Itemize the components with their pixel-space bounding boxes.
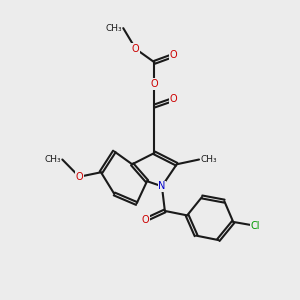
Text: O: O — [169, 50, 177, 61]
Text: CH₃: CH₃ — [105, 24, 122, 33]
Text: N: N — [158, 181, 166, 191]
Text: O: O — [142, 215, 149, 225]
Text: O: O — [132, 44, 140, 54]
Text: O: O — [75, 172, 83, 182]
Text: O: O — [151, 79, 158, 89]
Text: CH₃: CH₃ — [200, 155, 217, 164]
Text: Cl: Cl — [251, 221, 260, 231]
Text: CH₃: CH₃ — [44, 155, 61, 164]
Text: O: O — [169, 94, 177, 104]
